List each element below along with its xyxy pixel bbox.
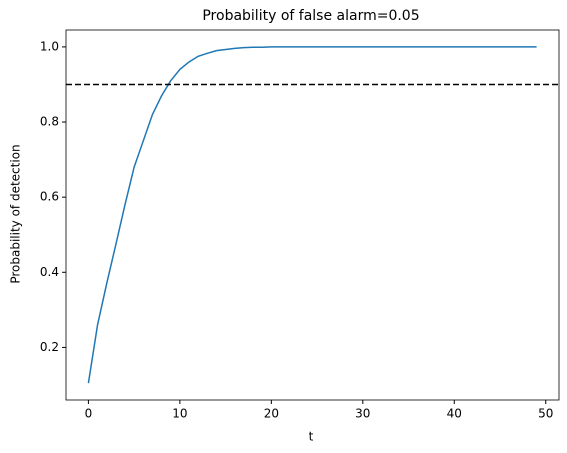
x-axis-label: t (309, 430, 314, 444)
y-tick-label: 0.8 (40, 115, 59, 129)
x-tick-label: 30 (355, 407, 370, 421)
y-tick-label: 0.4 (40, 265, 59, 279)
y-tick-label: 0.2 (40, 340, 59, 354)
x-tick-label: 20 (264, 407, 279, 421)
x-tick-label: 0 (85, 407, 93, 421)
x-tick-label: 50 (538, 407, 553, 421)
chart-title: Probability of false alarm=0.05 (202, 8, 419, 24)
y-axis-label: Probability of detection (9, 144, 23, 283)
y-tick-label: 1.0 (40, 39, 59, 53)
data-line (87, 46, 537, 384)
plot-frame (65, 29, 560, 401)
y-tick-label: 0.6 (40, 190, 59, 204)
x-tick-label: 10 (172, 407, 187, 421)
x-tick-label: 40 (447, 407, 462, 421)
